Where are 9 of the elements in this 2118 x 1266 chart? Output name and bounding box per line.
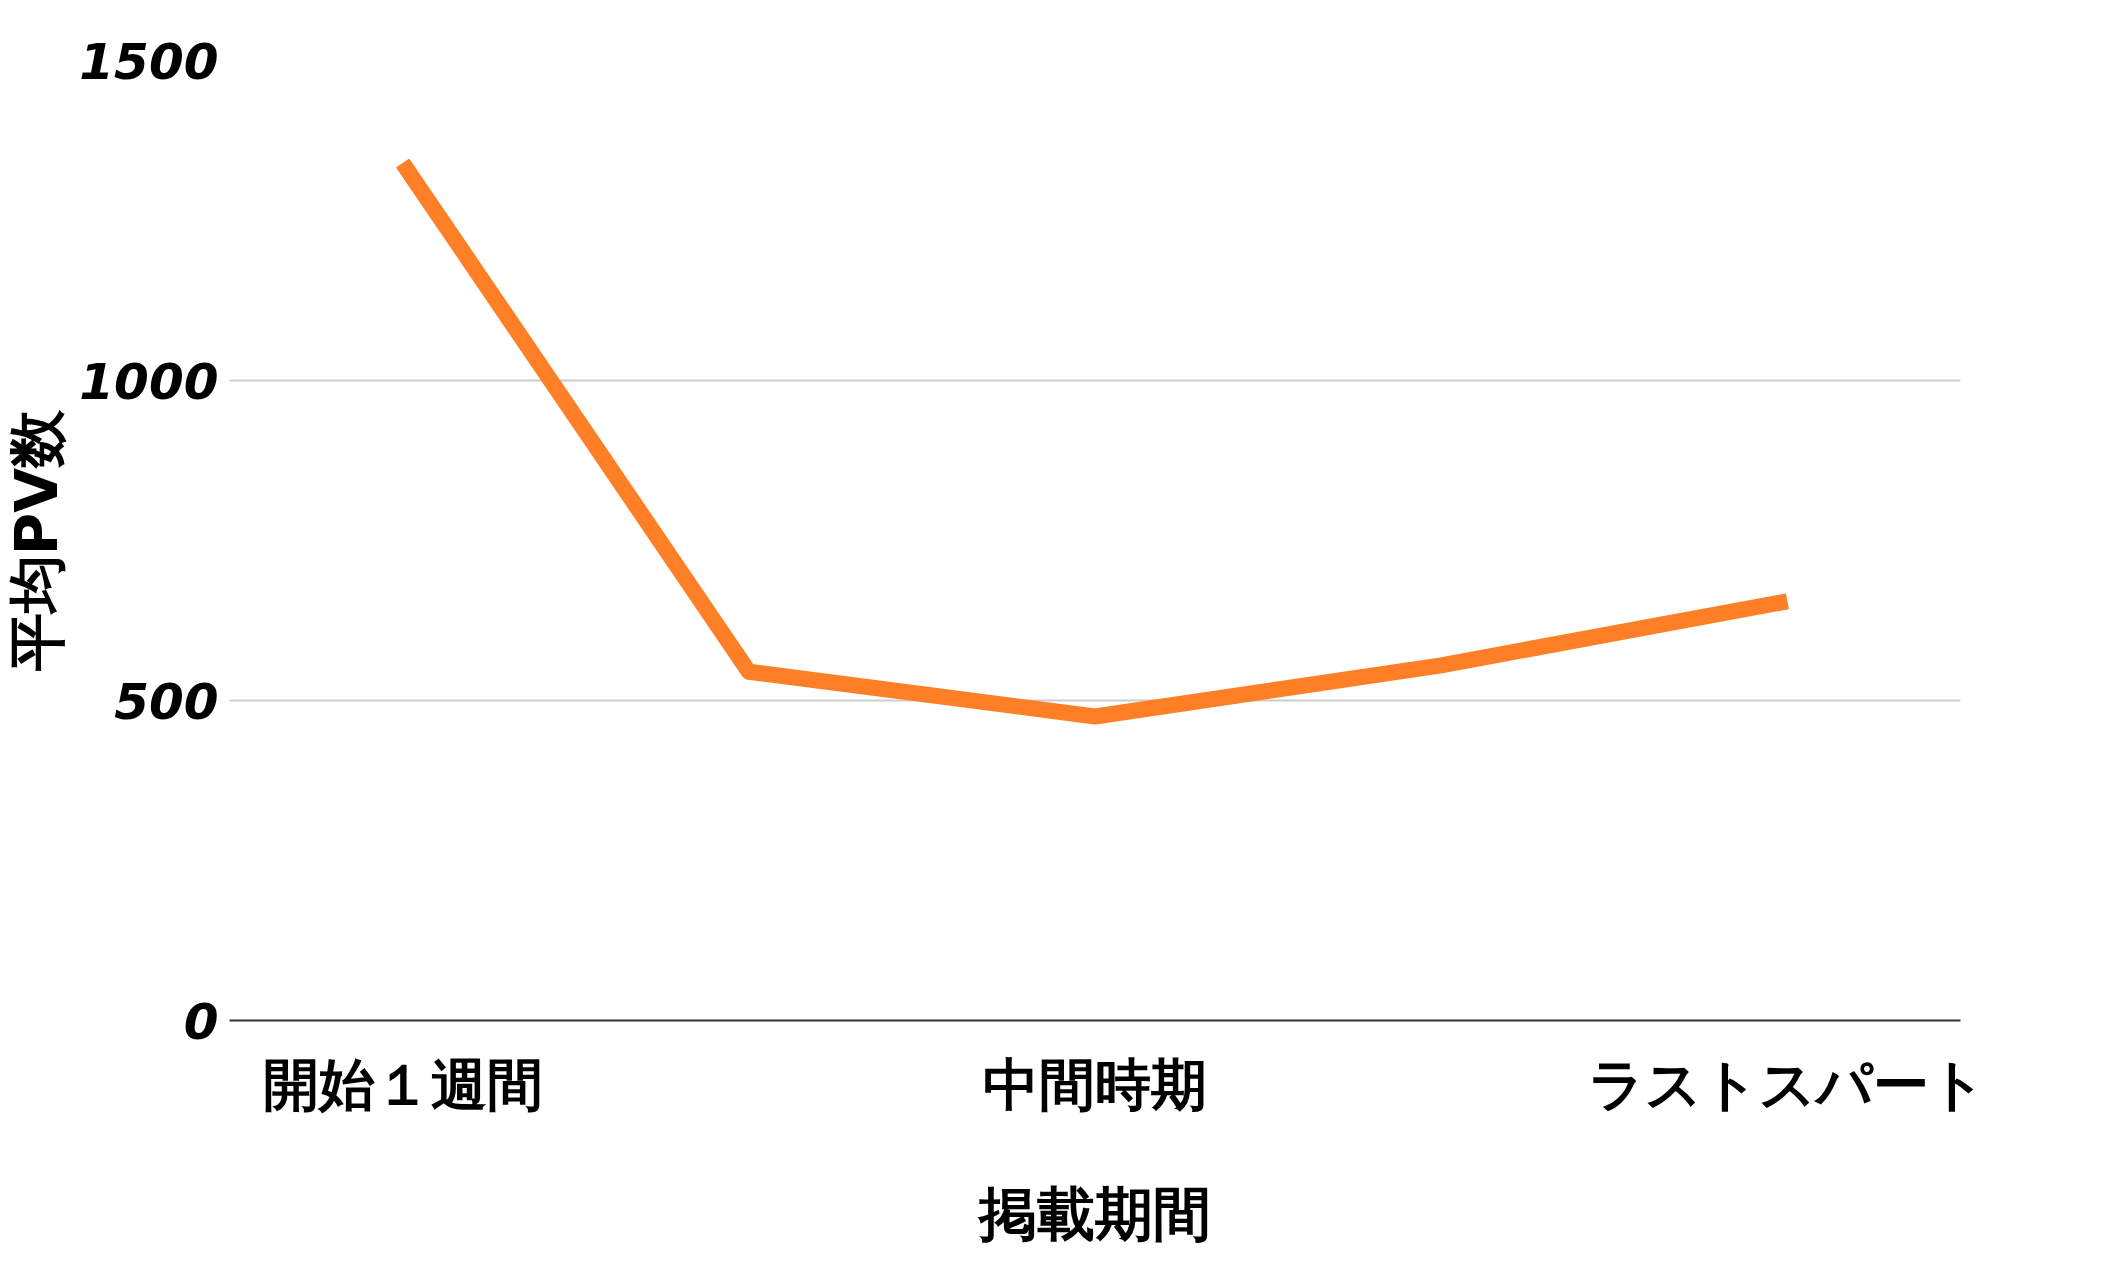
x-tick-label: 中間時期 <box>983 1051 1207 1117</box>
x-axis-title: 掲載期間 <box>977 1179 1211 1248</box>
y-axis-title: 平均PV数 <box>3 408 72 673</box>
y-tick-label: 0 <box>183 992 219 1051</box>
y-tick-label: 1500 <box>79 32 219 91</box>
x-tick-label: ラストスパート <box>1588 1051 1987 1117</box>
x-tick-label: 開始１週間 <box>262 1051 543 1117</box>
y-tick-label: 1000 <box>79 352 219 411</box>
y-tick-label: 500 <box>114 672 219 731</box>
